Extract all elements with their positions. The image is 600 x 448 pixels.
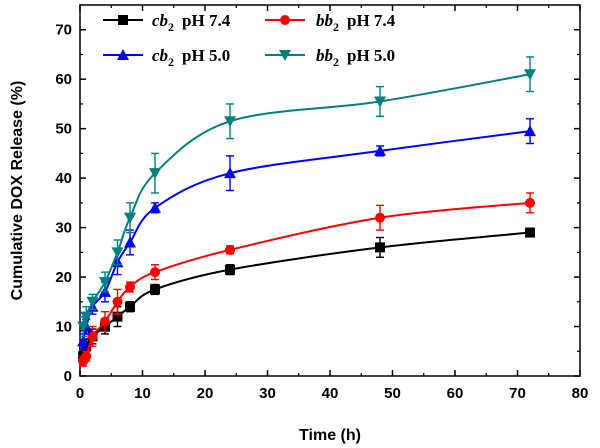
series-layer [77, 56, 536, 367]
data-point [374, 96, 386, 108]
data-point [224, 116, 236, 128]
data-point [525, 197, 535, 208]
data-point [125, 301, 135, 312]
x-tick-label: 20 [197, 385, 214, 402]
data-point [112, 296, 123, 307]
y-tick-label: 50 [55, 121, 72, 138]
legend-sample-name: cb [152, 46, 168, 65]
data-point [86, 296, 99, 308]
legend-label: bb2 pH 7.4 [316, 11, 396, 34]
data-point [150, 284, 160, 295]
data-point [224, 167, 236, 179]
data-point [280, 15, 290, 25]
series-2 [77, 118, 536, 350]
data-point [81, 351, 92, 362]
data-point [149, 168, 161, 180]
data-point [111, 247, 124, 259]
legend-condition: pH 5.0 [182, 46, 230, 65]
legend-condition: pH 7.4 [347, 11, 396, 30]
legend-condition: pH 5.0 [347, 46, 395, 65]
series-1 [78, 192, 535, 367]
data-point [149, 201, 161, 213]
data-point [124, 236, 136, 248]
x-tick-label: 10 [134, 385, 151, 402]
data-point [225, 244, 235, 255]
legend-sample-name: cb [152, 11, 168, 30]
y-tick-label: 0 [64, 368, 72, 385]
legend-condition: pH 7.4 [182, 11, 231, 30]
data-point [124, 212, 136, 224]
y-tick-label: 10 [55, 319, 72, 336]
legend-label: bb2 pH 5.0 [316, 46, 395, 69]
data-point [117, 49, 129, 60]
x-tick-label: 70 [509, 385, 526, 402]
axes: 0 10 20 30 40 50 60 70 80 0 10 20 30 40 50 60 70 [55, 4, 589, 402]
data-point [525, 227, 535, 238]
data-point [112, 311, 123, 322]
x-tick-label: 40 [322, 385, 339, 402]
y-tick-label: 20 [55, 269, 72, 286]
y-axis-title: Cumulative DOX Release (%) [9, 81, 26, 301]
legend-subscript: 2 [333, 20, 339, 34]
legend-item-2: cb2 pH 5.0 [103, 46, 230, 69]
data-point [524, 69, 536, 81]
data-point [87, 331, 98, 342]
x-tick-label: 30 [259, 385, 276, 402]
data-point [375, 242, 385, 253]
data-point [279, 50, 291, 61]
legend-label: cb2 pH 7.4 [152, 11, 231, 34]
y-tick-label: 30 [55, 220, 72, 237]
legend-label: cb2 pH 5.0 [152, 46, 230, 69]
data-point [99, 277, 111, 289]
data-point [225, 264, 235, 275]
series-0 [78, 227, 535, 362]
legend-item-1: bb2 pH 7.4 [265, 11, 396, 34]
x-tick-label: 0 [76, 385, 84, 402]
data-point [77, 335, 90, 347]
legend-subscript: 2 [333, 55, 339, 69]
legend-sample-name: bb [316, 11, 333, 30]
y-tick-label: 70 [55, 22, 72, 39]
data-point [524, 125, 536, 137]
legend-subscript: 2 [168, 20, 174, 34]
x-tick-label: 60 [447, 385, 464, 402]
data-point [80, 311, 93, 323]
data-point [374, 144, 386, 156]
x-axis-title: Time (h) [299, 427, 361, 444]
legend-item-3: bb2 pH 5.0 [265, 46, 395, 69]
legend-item-0: cb2 pH 7.4 [103, 11, 231, 34]
data-point [118, 15, 128, 25]
legend-sample-name: bb [316, 46, 333, 65]
data-point [150, 267, 160, 278]
x-tick-label: 50 [384, 385, 401, 402]
x-tick-label: 80 [572, 385, 589, 402]
y-tick-label: 40 [55, 170, 72, 187]
series-line [82, 201, 531, 362]
legend-subscript: 2 [168, 55, 174, 69]
data-point [375, 212, 385, 223]
data-point [125, 281, 135, 292]
series-line [82, 130, 531, 342]
y-tick-label: 60 [55, 71, 72, 88]
data-point [100, 316, 110, 327]
series-3 [77, 56, 536, 338]
